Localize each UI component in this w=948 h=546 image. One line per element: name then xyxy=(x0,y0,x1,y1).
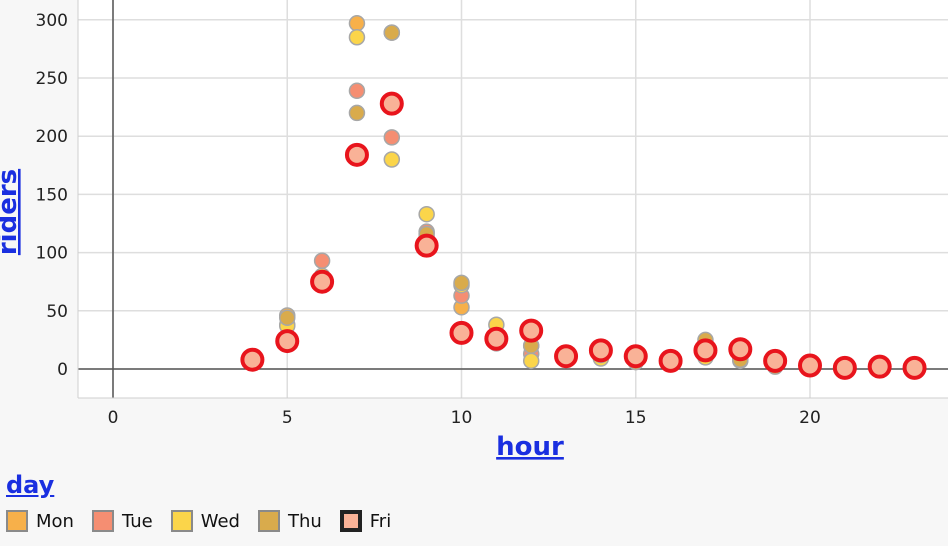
legend-label: Tue xyxy=(121,510,153,532)
data-point-fri[interactable] xyxy=(588,338,613,363)
data-point-fri[interactable] xyxy=(763,348,788,373)
legend: day Mon Tue Wed Thu Fri xyxy=(6,470,409,532)
data-point-fri[interactable] xyxy=(310,269,335,294)
legend-item-mon[interactable]: Mon xyxy=(6,510,74,532)
data-point-fri[interactable] xyxy=(693,338,718,363)
grid-layer xyxy=(78,0,948,398)
data-point-fri[interactable] xyxy=(832,355,857,380)
data-point-wed[interactable] xyxy=(348,29,366,46)
data-point-fri[interactable] xyxy=(449,320,474,345)
x-axis-title[interactable]: hour xyxy=(496,432,564,462)
y-tick-label: 300 xyxy=(36,11,68,31)
data-point-fri[interactable] xyxy=(867,354,892,379)
legend-title[interactable]: day xyxy=(6,471,55,499)
legend-swatch xyxy=(91,510,114,532)
y-tick-label: 0 xyxy=(57,360,68,380)
x-tick-label: 5 xyxy=(282,408,293,428)
series-fri xyxy=(240,91,927,380)
legend-swatch xyxy=(339,510,362,532)
data-point-fri[interactable] xyxy=(658,348,683,373)
data-point-wed[interactable] xyxy=(383,151,401,168)
data-point-wed[interactable] xyxy=(418,205,435,223)
data-point-fri[interactable] xyxy=(275,329,300,354)
data-point-thu[interactable] xyxy=(453,274,470,292)
y-axis-title[interactable]: riders xyxy=(0,169,23,255)
data-point-fri[interactable] xyxy=(240,347,265,372)
y-tick-label: 200 xyxy=(36,127,68,147)
data-point-tue[interactable] xyxy=(348,82,366,100)
legend-swatch xyxy=(257,510,280,532)
y-tick-label: 50 xyxy=(46,302,68,322)
data-point-fri[interactable] xyxy=(414,233,439,258)
data-point-fri[interactable] xyxy=(623,344,648,369)
y-tick-label: 150 xyxy=(36,185,68,205)
data-points xyxy=(240,15,927,380)
legend-item-thu[interactable]: Thu xyxy=(257,510,322,532)
data-point-wed[interactable] xyxy=(522,352,540,370)
data-point-thu[interactable] xyxy=(383,24,401,41)
data-point-fri[interactable] xyxy=(554,344,579,369)
data-point-fri[interactable] xyxy=(379,91,404,116)
plot-background xyxy=(78,0,948,398)
legend-item-tue[interactable]: Tue xyxy=(91,510,153,532)
x-tick-label: 0 xyxy=(108,408,119,428)
data-point-mon[interactable] xyxy=(348,15,366,32)
x-tick-label: 20 xyxy=(799,408,821,428)
data-point-thu[interactable] xyxy=(279,309,296,327)
data-point-fri[interactable] xyxy=(519,318,544,343)
data-point-tue[interactable] xyxy=(313,252,331,269)
legend-label: Mon xyxy=(36,510,74,532)
legend-swatch xyxy=(6,510,28,532)
y-tick-label: 250 xyxy=(36,69,68,89)
data-point-fri[interactable] xyxy=(798,353,822,378)
data-point-fri[interactable] xyxy=(344,142,369,167)
x-tick-label: 10 xyxy=(451,408,473,428)
legend-items: Mon Tue Wed Thu Fri xyxy=(6,510,409,532)
data-point-fri[interactable] xyxy=(728,337,753,362)
y-tick-label: 100 xyxy=(36,244,68,264)
legend-item-fri[interactable]: Fri xyxy=(339,510,392,532)
x-tick-label: 15 xyxy=(625,408,647,428)
legend-item-wed[interactable]: Wed xyxy=(170,510,240,532)
legend-label: Wed xyxy=(200,510,240,532)
data-point-fri[interactable] xyxy=(484,326,509,351)
legend-label: Fri xyxy=(369,510,392,532)
data-point-fri[interactable] xyxy=(902,355,927,380)
legend-swatch xyxy=(170,510,193,532)
legend-label: Thu xyxy=(287,510,322,532)
data-point-thu[interactable] xyxy=(348,104,366,122)
data-point-tue[interactable] xyxy=(383,129,401,146)
